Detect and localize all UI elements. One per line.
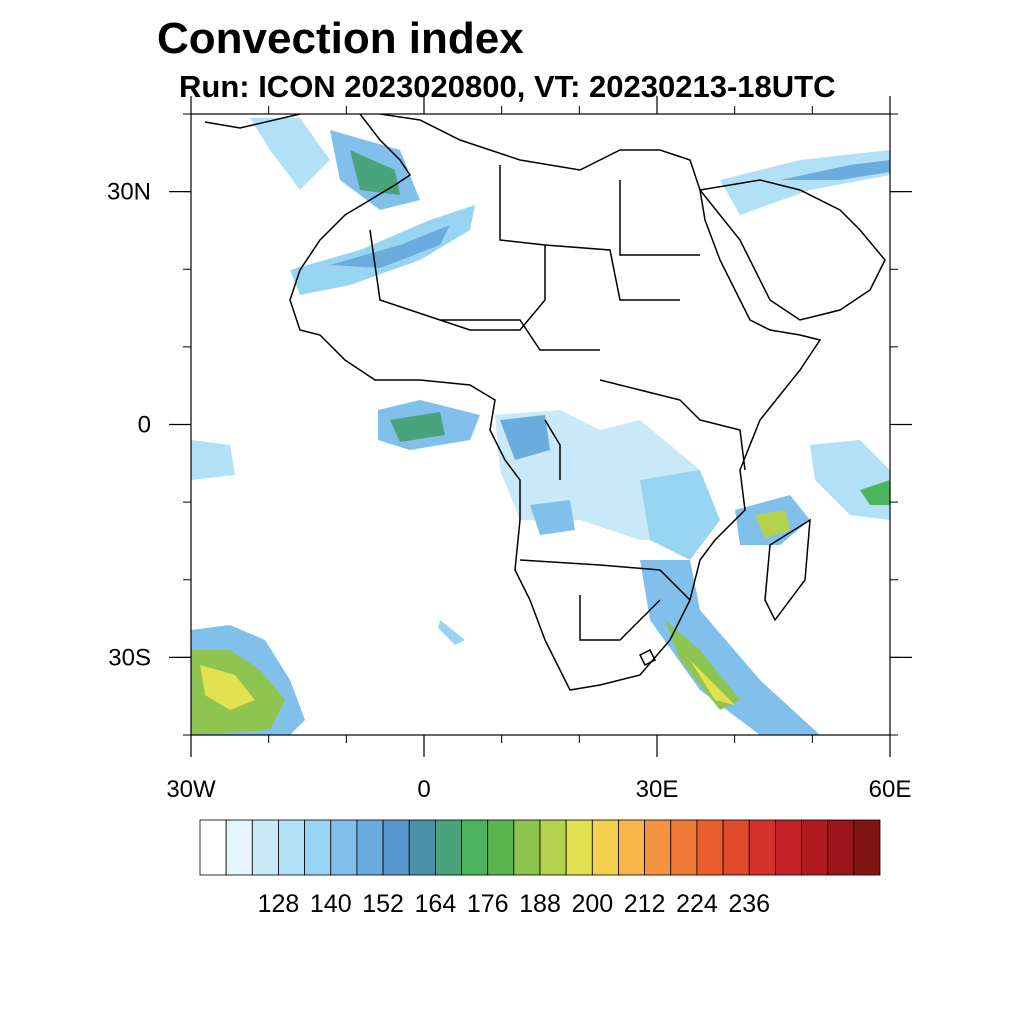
colorbar-swatch [670, 819, 698, 876]
colorbar-swatch [618, 819, 646, 876]
colorbar-label: 176 [467, 890, 509, 918]
colorbar-swatch [487, 819, 515, 876]
x-tick-label: 30W [166, 776, 216, 803]
colorbar-swatch [251, 819, 279, 876]
colorbar: 128 140 152 164 176 188 200 212 224 236 [199, 819, 881, 918]
colorbar-swatch [565, 819, 593, 876]
colorbar-swatch [513, 819, 541, 876]
colorbar-swatch [722, 819, 750, 876]
y-tick-label: 30S [108, 644, 151, 671]
y-tick-label: 30N [107, 179, 151, 206]
colorbar-swatch [853, 819, 881, 876]
colorbar-label: 152 [362, 890, 404, 918]
colorbar-swatch [591, 819, 619, 876]
colorbar-label: 164 [415, 890, 457, 918]
y-tick-label: 0 [138, 412, 151, 439]
colorbar-label: 128 [258, 890, 300, 918]
colorbar-swatch [644, 819, 672, 876]
x-tick-label: 0 [417, 776, 430, 803]
colorbar-swatch [434, 819, 462, 876]
chart-subtitle: Run: ICON 2023020800, VT: 20230213-18UTC [179, 69, 836, 104]
colorbar-swatch [408, 819, 436, 876]
colorbar-swatch [382, 819, 410, 876]
x-tick-label: 60E [869, 776, 912, 803]
colorbar-label: 224 [676, 890, 718, 918]
colorbar-label: 188 [519, 890, 561, 918]
colorbar-swatch [278, 819, 306, 876]
map-axes: 30W 0 30E 60E 30N 0 30S [107, 96, 912, 803]
chart-title: Convection index [157, 14, 524, 63]
colorbar-swatch [827, 819, 855, 876]
colorbar-swatch [774, 819, 802, 876]
colorbar-swatch [696, 819, 724, 876]
colorbar-swatch [330, 819, 358, 876]
colorbar-swatch [748, 819, 776, 876]
colorbar-swatch [539, 819, 567, 876]
colorbar-swatch [304, 819, 332, 876]
colorbar-label: 200 [571, 890, 613, 918]
coastlines [204, 114, 886, 691]
colorbar-swatch [356, 819, 384, 876]
colorbar-label: 236 [728, 890, 770, 918]
colorbar-label: 140 [310, 890, 352, 918]
convection-shading [191, 118, 890, 735]
colorbar-swatch [199, 819, 227, 876]
colorbar-swatch [801, 819, 829, 876]
x-tick-label: 30E [636, 776, 679, 803]
colorbar-swatch [225, 819, 253, 876]
colorbar-label: 212 [624, 890, 666, 918]
colorbar-swatch [461, 819, 489, 876]
